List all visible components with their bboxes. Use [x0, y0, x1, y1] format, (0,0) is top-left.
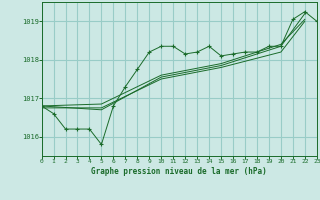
X-axis label: Graphe pression niveau de la mer (hPa): Graphe pression niveau de la mer (hPa) — [91, 167, 267, 176]
